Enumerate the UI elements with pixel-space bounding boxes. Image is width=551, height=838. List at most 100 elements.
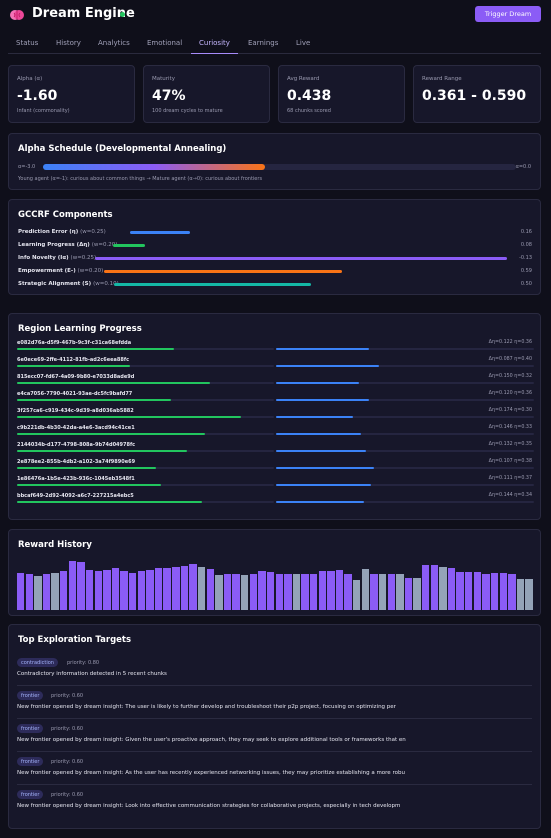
region-stat: Δη=0.111 η=0.37 bbox=[488, 476, 532, 481]
region-progress-fill bbox=[17, 348, 174, 350]
reward-bar bbox=[516, 578, 525, 610]
reward-bar bbox=[499, 572, 507, 610]
gccrf-name: Empowerment (E-) bbox=[18, 268, 76, 274]
gccrf-name: Learning Progress (Δη) bbox=[18, 242, 90, 248]
reward-bar bbox=[154, 568, 163, 610]
tab-curiosity[interactable]: Curiosity bbox=[191, 39, 238, 54]
reward-bar bbox=[482, 574, 490, 610]
region-id: 1e86476a-1b5e-423b-936c-1045eb3548f1 bbox=[17, 476, 135, 482]
reward-bar bbox=[51, 572, 59, 610]
reward-bar bbox=[17, 572, 25, 610]
region-eta-track bbox=[276, 450, 534, 452]
region-id: e4ca7056-7790-4021-93ae-dc5fc9bafd77 bbox=[17, 391, 133, 397]
reward-bar bbox=[129, 572, 137, 610]
region-stat: Δη=0.087 η=0.40 bbox=[488, 357, 532, 362]
alpha-caption: Young agent (α=-1): curious about common… bbox=[18, 176, 263, 182]
divider bbox=[17, 784, 532, 785]
reward-bar bbox=[180, 565, 189, 610]
region-stat: Δη=0.144 η=0.34 bbox=[488, 493, 532, 498]
alpha-schedule-card: Alpha Schedule (Developmental Annealing)… bbox=[8, 133, 541, 190]
exploration-targets-card: Top Exploration Targets contradiction pri… bbox=[8, 624, 541, 829]
gccrf-bar bbox=[95, 257, 507, 260]
region-progress-card: Region Learning Progress e082d76a-d5f9-4… bbox=[8, 313, 541, 520]
region-progress-track bbox=[17, 416, 274, 418]
tab-live[interactable]: Live bbox=[296, 39, 311, 47]
target-description[interactable]: New frontier opened by dream insight: Gi… bbox=[17, 737, 406, 743]
reward-bar bbox=[249, 573, 258, 610]
target-description[interactable]: New frontier opened by dream insight: As… bbox=[17, 770, 405, 776]
reward-bar bbox=[172, 566, 180, 610]
reward-bar bbox=[318, 571, 326, 610]
tab-emotional[interactable]: Emotional bbox=[147, 39, 183, 47]
region-eta-track bbox=[276, 467, 534, 469]
target-description[interactable]: New frontier opened by dream insight: Lo… bbox=[17, 803, 401, 809]
region-stat: Δη=0.120 η=0.36 bbox=[488, 391, 532, 396]
region-progress-fill bbox=[17, 467, 156, 469]
region-progress-fill bbox=[17, 433, 205, 435]
region-progress-fill bbox=[17, 450, 187, 452]
gccrf-weight: (w=0.25) bbox=[80, 229, 106, 235]
region-progress-track bbox=[17, 501, 274, 503]
gccrf-weight: (w=0.10) bbox=[93, 281, 119, 287]
reward-bar bbox=[301, 573, 309, 610]
gccrf-value: 0.59 bbox=[520, 268, 532, 274]
region-eta-track bbox=[276, 433, 534, 435]
reward-bar bbox=[25, 573, 34, 610]
stat-label: Reward Range bbox=[422, 76, 462, 82]
stat-value: 0.361 - 0.590 bbox=[422, 88, 527, 104]
stat-value: 47% bbox=[152, 88, 186, 104]
region-eta-fill bbox=[276, 450, 367, 452]
tab-status[interactable]: Status bbox=[16, 39, 39, 47]
divider bbox=[17, 751, 532, 752]
stat-card-reward-range: Reward Range 0.361 - 0.590 bbox=[413, 65, 541, 123]
target-priority: priority: 0.80 bbox=[67, 660, 100, 666]
region-eta-fill bbox=[276, 416, 354, 418]
gccrf-bar bbox=[104, 270, 342, 273]
region-id: 2e878ee2-855b-4db2-a102-3a74f9890e69 bbox=[17, 459, 136, 465]
reward-bar bbox=[439, 566, 447, 610]
stat-sub: 68 chunks scored bbox=[287, 108, 331, 114]
reward-bar bbox=[189, 564, 197, 610]
reward-bar bbox=[396, 573, 404, 610]
stat-value: -1.60 bbox=[17, 88, 58, 104]
reward-bar bbox=[361, 569, 370, 610]
region-eta-track bbox=[276, 399, 534, 401]
tab-analytics[interactable]: Analytics bbox=[98, 39, 130, 47]
region-progress-fill bbox=[17, 416, 241, 418]
target-description[interactable]: Contradictory information detected in 5 … bbox=[17, 671, 167, 677]
reward-bar bbox=[94, 571, 102, 610]
target-description[interactable]: New frontier opened by dream insight: Th… bbox=[17, 704, 396, 710]
reward-bar bbox=[490, 572, 499, 610]
gccrf-label: Empowerment (E-) (w=0.20) bbox=[18, 268, 103, 274]
region-id: 6e0ece69-2ffe-4112-81fb-ad2c6eea88fc bbox=[17, 357, 130, 363]
app-title: Dream Engine bbox=[32, 6, 135, 21]
region-progress-track bbox=[17, 467, 274, 469]
reward-bar bbox=[327, 571, 335, 610]
reward-bar bbox=[309, 573, 318, 610]
reward-bar bbox=[137, 571, 146, 610]
tab-history[interactable]: History bbox=[56, 39, 81, 47]
reward-bar bbox=[223, 574, 232, 610]
section-title: Alpha Schedule (Developmental Annealing) bbox=[18, 144, 227, 154]
divider bbox=[17, 718, 532, 719]
reward-bar bbox=[85, 570, 94, 610]
gccrf-label: Learning Progress (Δη) (w=0.20) bbox=[18, 242, 117, 248]
reward-bar bbox=[525, 578, 533, 610]
gccrf-name: Strategic Alignment (S) bbox=[18, 281, 92, 287]
region-stat: Δη=0.132 η=0.35 bbox=[488, 442, 532, 447]
region-eta-fill bbox=[276, 365, 380, 367]
reward-bar bbox=[206, 569, 214, 610]
gccrf-weight: (w=0.20) bbox=[91, 242, 118, 248]
tab-earnings[interactable]: Earnings bbox=[248, 39, 279, 47]
region-stat: Δη=0.122 η=0.36 bbox=[488, 340, 532, 345]
reward-bar bbox=[215, 575, 223, 610]
region-progress-fill bbox=[17, 382, 210, 384]
section-title: Reward History bbox=[18, 540, 92, 550]
reward-bar bbox=[60, 571, 68, 610]
reward-bar bbox=[103, 570, 111, 610]
trigger-dream-button[interactable]: Trigger Dream bbox=[475, 6, 541, 22]
region-eta-track bbox=[276, 416, 534, 418]
gccrf-bar bbox=[130, 231, 191, 234]
reward-bar bbox=[241, 575, 249, 610]
gccrf-value: 0.08 bbox=[520, 242, 532, 248]
